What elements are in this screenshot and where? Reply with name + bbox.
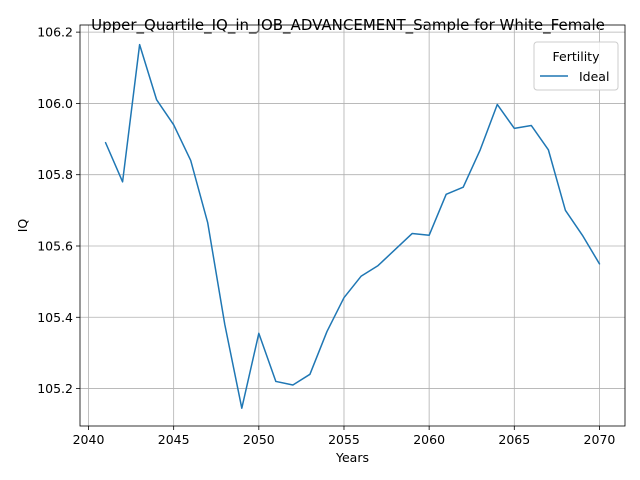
x-tick-label: 2065 bbox=[498, 432, 530, 447]
y-tick-label: 105.6 bbox=[37, 238, 73, 253]
series-line-ideal bbox=[104, 43, 601, 409]
y-tick-label: 105.2 bbox=[37, 381, 73, 396]
x-tick-label: 2045 bbox=[158, 432, 190, 447]
x-axis: 2040 2045 2050 2055 2060 2065 2070 bbox=[73, 426, 616, 447]
grid bbox=[80, 25, 625, 426]
plot-area-frame bbox=[79, 24, 626, 427]
legend-box bbox=[533, 41, 619, 91]
x-tick-label: 2055 bbox=[328, 432, 360, 447]
x-tick-label: 2050 bbox=[243, 432, 275, 447]
y-tick-label: 106.2 bbox=[37, 25, 73, 40]
series-layer bbox=[104, 43, 601, 409]
y-axis-label: IQ bbox=[15, 219, 30, 233]
chart-title: Upper_Quartile_IQ_in_JOB_ADVANCEMENT_Sam… bbox=[91, 16, 605, 35]
x-tick-label: 2070 bbox=[584, 432, 616, 447]
y-tick-label: 105.4 bbox=[37, 310, 73, 325]
y-tick-label: 106.0 bbox=[37, 96, 73, 111]
x-tick-label: 2040 bbox=[73, 432, 105, 447]
y-axis: 105.2 105.4 105.6 105.8 106.0 106.2 bbox=[37, 25, 80, 396]
x-axis-label: Years bbox=[335, 450, 369, 465]
y-tick-label: 105.8 bbox=[37, 167, 73, 182]
legend-title: Fertility bbox=[553, 49, 601, 64]
legend-label-ideal: Ideal bbox=[579, 69, 609, 84]
x-tick-label: 2060 bbox=[413, 432, 445, 447]
legend: Fertility Ideal bbox=[533, 41, 619, 91]
